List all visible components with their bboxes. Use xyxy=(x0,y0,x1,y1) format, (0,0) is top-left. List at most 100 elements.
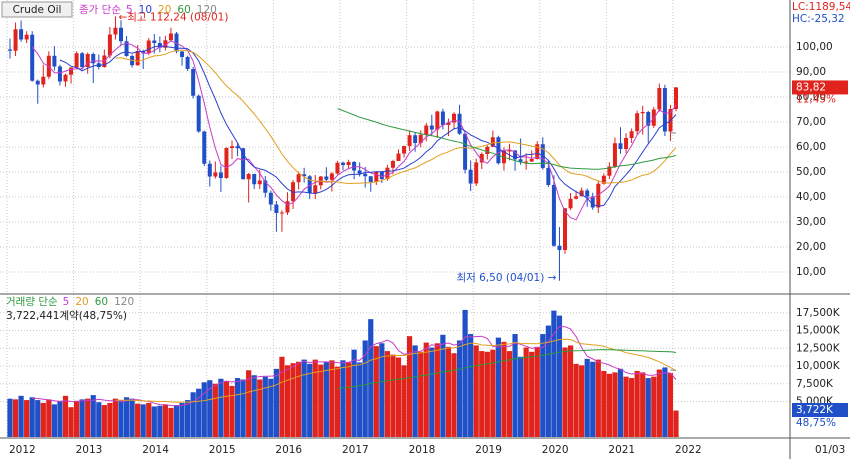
moving-average xyxy=(32,325,677,407)
volume-bar xyxy=(601,370,607,437)
candle-body xyxy=(263,180,268,193)
y-tick-label: 90,00 xyxy=(796,66,826,78)
volume-bar xyxy=(57,400,63,437)
candle-body xyxy=(285,201,290,213)
volume-bar xyxy=(390,354,396,437)
candle-body xyxy=(257,180,262,185)
candle-body xyxy=(363,173,368,177)
volume-bar xyxy=(179,402,185,437)
volume-bar xyxy=(74,400,80,437)
volume-bar xyxy=(112,398,119,437)
candle-body xyxy=(579,190,584,197)
candle-body xyxy=(241,148,246,180)
volume-bar xyxy=(135,403,141,437)
volume-bar xyxy=(667,373,674,437)
candle-body xyxy=(529,159,534,162)
volume-bar xyxy=(279,356,285,437)
candle-body xyxy=(157,43,162,48)
symbol-button[interactable] xyxy=(1,1,73,18)
candle-body xyxy=(91,54,96,64)
candle-body xyxy=(446,122,451,125)
candle-body xyxy=(274,204,279,213)
volume-bar xyxy=(96,402,102,437)
candle-body xyxy=(601,175,606,184)
candle-body xyxy=(152,40,157,43)
x-tick-label: 2020 xyxy=(542,444,569,456)
y-tick-label: 70,00 xyxy=(796,116,826,128)
candle-body xyxy=(324,176,329,180)
candle-body xyxy=(657,88,662,110)
candle-body xyxy=(52,55,57,67)
y-tick-label: 10,00 xyxy=(796,266,826,278)
candle-body xyxy=(490,137,495,147)
candle-body xyxy=(307,176,312,193)
candle-body xyxy=(346,162,351,165)
x-tick-label: 2012 xyxy=(9,444,36,456)
candle-body xyxy=(479,154,484,163)
volume-bar xyxy=(12,399,19,437)
volume-bar xyxy=(24,400,30,437)
candle-body xyxy=(607,166,612,176)
moving-average xyxy=(31,40,677,221)
volume-bar xyxy=(273,368,279,437)
candle-body xyxy=(85,54,90,67)
volume-bar xyxy=(606,373,612,437)
candle-body xyxy=(629,131,634,138)
candle-body xyxy=(191,69,196,96)
volume-bar xyxy=(401,365,407,437)
candle-body xyxy=(141,51,146,54)
volume-bar xyxy=(562,347,568,437)
volume-bar xyxy=(168,407,174,437)
volume-bar xyxy=(190,392,196,437)
volume-bar xyxy=(629,378,635,437)
volume-bar xyxy=(151,406,157,437)
candle-body xyxy=(535,144,540,159)
candle-body xyxy=(624,138,629,149)
volume-bar xyxy=(68,407,74,437)
volume-bar xyxy=(35,400,41,437)
candle-body xyxy=(146,40,151,54)
x-tick-label: 2018 xyxy=(409,444,436,456)
volume-bar xyxy=(623,376,629,437)
candle-body xyxy=(335,162,340,174)
y-tick-label: 30,00 xyxy=(796,216,826,228)
y-tick-label: 15,000K xyxy=(796,325,841,337)
chart-title[interactable]: Crude Oil xyxy=(13,4,62,16)
candle-body xyxy=(507,150,512,152)
volume-bar xyxy=(351,349,357,437)
candle-body xyxy=(402,146,407,154)
volume-bar xyxy=(157,405,163,437)
legend-entry: 60 xyxy=(177,4,190,16)
high-annotation: ←최고 112,24 (08/01) xyxy=(118,11,228,23)
volume-bar xyxy=(429,347,435,437)
volume-bar xyxy=(107,402,113,437)
last-price: 83,82 xyxy=(796,81,826,93)
volume-bar xyxy=(345,362,352,437)
candle-body xyxy=(596,183,601,208)
volume-bar xyxy=(434,343,440,437)
volume-bar xyxy=(18,395,24,437)
candle-body xyxy=(119,27,123,42)
x-tick-label: 2013 xyxy=(76,444,103,456)
volume-bar xyxy=(101,405,107,437)
candle-body xyxy=(368,176,373,182)
candle-body xyxy=(313,185,318,193)
candle-body xyxy=(185,57,190,69)
candle-body xyxy=(35,80,40,85)
volume-bar xyxy=(268,378,274,437)
volume-bar xyxy=(240,379,246,437)
candle-body xyxy=(268,192,273,205)
candle-body xyxy=(468,169,473,184)
volume-bar xyxy=(440,334,446,437)
candle-body xyxy=(80,53,85,67)
volume-bar xyxy=(329,360,335,437)
legend-entry: 120 xyxy=(114,296,134,308)
volume-bar xyxy=(412,345,418,437)
volume-bar xyxy=(518,356,524,437)
candle-body xyxy=(440,111,445,125)
candle-body xyxy=(163,40,168,48)
candle-body xyxy=(74,53,79,68)
last-volume: 3,722K xyxy=(796,404,834,416)
candle-body xyxy=(385,167,390,179)
y-tick-label: 12,500K xyxy=(796,342,841,354)
